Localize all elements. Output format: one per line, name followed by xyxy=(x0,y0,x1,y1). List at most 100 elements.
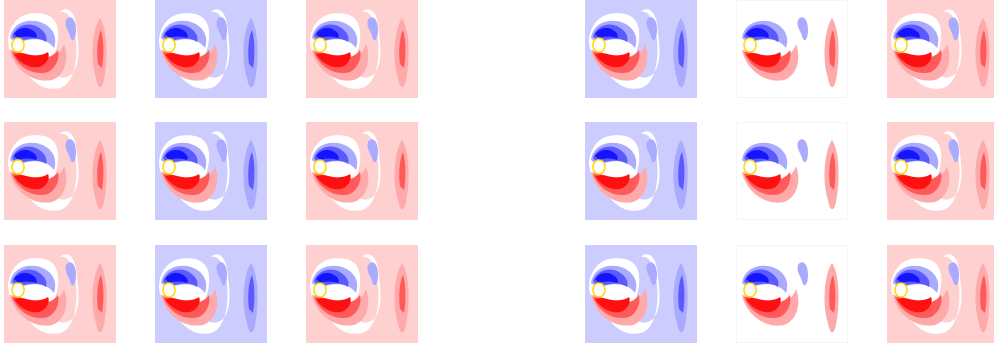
downstream-vortex-inner xyxy=(829,152,836,190)
red-vortex-core xyxy=(165,297,200,313)
blue-vortex-core xyxy=(897,272,920,283)
red-vortex-core xyxy=(316,174,351,190)
downstream-vortex-inner xyxy=(980,152,987,190)
panel-r3-c6 xyxy=(887,245,994,343)
contour-plot xyxy=(887,122,994,220)
contour-plot xyxy=(155,245,267,343)
contour-plot xyxy=(306,245,418,343)
secondary-blue-lobe xyxy=(216,139,227,163)
downstream-vortex-inner xyxy=(678,30,685,68)
downstream-vortex-inner xyxy=(678,275,685,313)
contour-plot xyxy=(585,245,697,343)
panel-r3-c3 xyxy=(306,245,418,343)
cylinder xyxy=(162,37,176,53)
blue-vortex-core xyxy=(316,149,339,160)
contour-plot xyxy=(155,122,267,220)
blue-vortex-core xyxy=(897,27,920,38)
contour-plot xyxy=(736,245,848,343)
downstream-vortex-inner xyxy=(97,275,104,313)
red-vortex-core xyxy=(14,174,49,190)
blue-vortex-core xyxy=(316,27,339,38)
cylinder xyxy=(313,159,327,175)
cylinder xyxy=(592,159,606,175)
panel-r1-c2 xyxy=(155,0,267,98)
panel-r3-c2 xyxy=(155,245,267,343)
contour-plot xyxy=(4,122,116,220)
contour-plot xyxy=(4,245,116,343)
downstream-vortex-inner xyxy=(829,275,836,313)
contour-plot xyxy=(736,0,848,98)
secondary-blue-lobe xyxy=(65,139,76,163)
blue-vortex-core xyxy=(14,149,37,160)
red-vortex-core xyxy=(746,297,781,313)
red-vortex-core xyxy=(316,52,351,68)
contour-plot xyxy=(306,0,418,98)
secondary-blue-lobe xyxy=(948,139,959,163)
secondary-blue-lobe xyxy=(367,139,378,163)
cylinder xyxy=(313,37,327,53)
blue-vortex-core xyxy=(595,149,618,160)
secondary-blue-lobe xyxy=(948,262,959,286)
blue-vortex-core xyxy=(746,149,769,160)
blue-vortex-core xyxy=(746,272,769,283)
secondary-blue-lobe xyxy=(65,262,76,286)
cylinder xyxy=(592,282,606,298)
contour-plot xyxy=(736,122,848,220)
red-vortex-core xyxy=(595,174,630,190)
blue-vortex-core xyxy=(897,149,920,160)
cylinder xyxy=(743,159,757,175)
downstream-vortex-inner xyxy=(399,152,406,190)
panel-r1-c3 xyxy=(306,0,418,98)
downstream-vortex-inner xyxy=(248,275,255,313)
secondary-blue-lobe xyxy=(216,17,227,41)
downstream-vortex-inner xyxy=(980,30,987,68)
panel-r1-c1 xyxy=(4,0,116,98)
blue-vortex-core xyxy=(165,27,188,38)
cylinder xyxy=(162,159,176,175)
secondary-blue-lobe xyxy=(646,262,657,286)
secondary-blue-lobe xyxy=(367,262,378,286)
secondary-blue-lobe xyxy=(216,262,227,286)
cylinder xyxy=(743,282,757,298)
contour-plot xyxy=(887,0,994,98)
red-vortex-core xyxy=(165,174,200,190)
downstream-vortex-inner xyxy=(248,152,255,190)
red-vortex-core xyxy=(14,297,49,313)
cylinder xyxy=(592,37,606,53)
panel-r2-c6 xyxy=(887,122,994,220)
cylinder xyxy=(162,282,176,298)
contour-plot xyxy=(155,0,267,98)
contour-plot xyxy=(4,0,116,98)
blue-vortex-core xyxy=(595,27,618,38)
cylinder xyxy=(894,37,908,53)
panel-r3-c1 xyxy=(4,245,116,343)
red-vortex-core xyxy=(897,174,932,190)
cylinder xyxy=(11,282,25,298)
cylinder xyxy=(743,37,757,53)
cylinder xyxy=(894,282,908,298)
red-vortex-core xyxy=(897,297,932,313)
contour-plot xyxy=(887,245,994,343)
blue-vortex-core xyxy=(746,27,769,38)
secondary-blue-lobe xyxy=(646,17,657,41)
secondary-blue-lobe xyxy=(797,262,808,286)
red-vortex-core xyxy=(746,52,781,68)
panel-r2-c4 xyxy=(585,122,697,220)
panel-r1-c5 xyxy=(736,0,848,98)
contour-plot xyxy=(585,0,697,98)
red-vortex-core xyxy=(897,52,932,68)
panel-r2-c5 xyxy=(736,122,848,220)
panel-r2-c3 xyxy=(306,122,418,220)
downstream-vortex-inner xyxy=(248,30,255,68)
downstream-vortex-inner xyxy=(97,152,104,190)
blue-vortex-core xyxy=(595,272,618,283)
blue-vortex-core xyxy=(14,272,37,283)
downstream-vortex-inner xyxy=(980,275,987,313)
cylinder xyxy=(894,159,908,175)
panel-r3-c4 xyxy=(585,245,697,343)
blue-vortex-core xyxy=(316,272,339,283)
downstream-vortex-inner xyxy=(829,30,836,68)
panel-r2-c1 xyxy=(4,122,116,220)
blue-vortex-core xyxy=(14,27,37,38)
blue-vortex-core xyxy=(165,272,188,283)
